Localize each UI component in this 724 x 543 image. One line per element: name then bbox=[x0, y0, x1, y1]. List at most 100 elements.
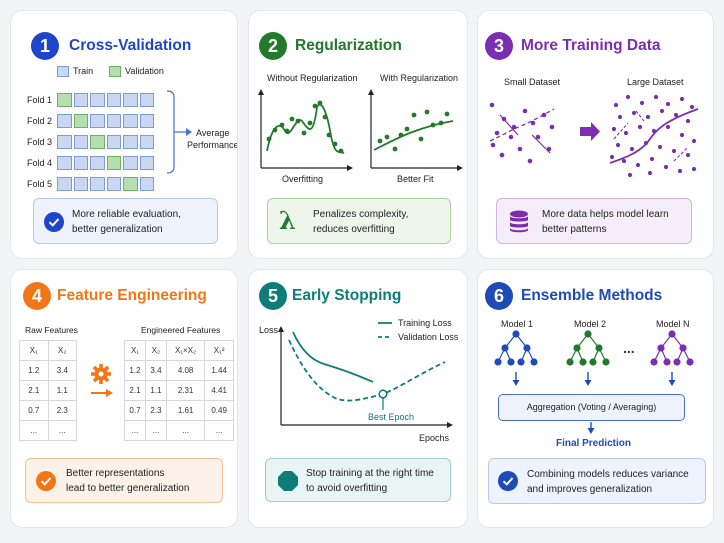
badge-4: 4 bbox=[23, 282, 51, 310]
note-line-1: More data helps model learn bbox=[542, 209, 669, 220]
table-cell: 4.08 bbox=[165, 360, 206, 381]
card-more-training-data: 3 More Training Data Small Dataset Large… bbox=[477, 10, 714, 259]
note-line-2: lead to better generalization bbox=[66, 483, 190, 494]
table-cell: ... bbox=[144, 420, 167, 441]
stop-octagon-icon bbox=[278, 471, 298, 491]
note-line-1: Penalizes complexity, bbox=[313, 209, 409, 220]
note-box: More reliable evaluation, better general… bbox=[33, 198, 218, 244]
validation-cell bbox=[73, 114, 88, 128]
tree-2 bbox=[566, 330, 610, 386]
table-row: 0.7 2.3 1.61 0.49 bbox=[124, 400, 234, 421]
card-title: Regularization bbox=[295, 37, 402, 54]
legend-train-label: Training Loss bbox=[398, 318, 452, 328]
note-line-2: reduces overfitting bbox=[313, 224, 395, 235]
table-cell: 4.41 bbox=[204, 380, 234, 401]
best-epoch-marker bbox=[378, 389, 388, 399]
dataset-scatter bbox=[489, 94, 699, 178]
output-label-1: Average bbox=[196, 128, 230, 138]
fold-label: Fold 3 bbox=[27, 137, 53, 147]
table-cell: ... bbox=[47, 420, 77, 441]
table-row: 2.1 1.1 bbox=[19, 380, 77, 401]
table-cell: 2.3 bbox=[47, 400, 77, 421]
train-cell bbox=[90, 156, 105, 170]
note-box: More data helps model learn better patte… bbox=[496, 198, 692, 244]
note-box: Stop training at the right time to avoid… bbox=[265, 458, 451, 502]
note-box: Combining models reduces variance and im… bbox=[488, 458, 706, 504]
train-cell bbox=[106, 177, 121, 191]
large-dataset-label: Large Dataset bbox=[627, 77, 684, 87]
validation-cell bbox=[123, 177, 138, 191]
check-circle-icon bbox=[498, 471, 518, 491]
table-cell: ... bbox=[124, 420, 146, 441]
training-loss-line bbox=[292, 331, 374, 383]
table-header-cell: X₂ bbox=[144, 340, 167, 361]
left-plot-caption: Overfitting bbox=[282, 174, 324, 184]
table-cell: 1.44 bbox=[204, 360, 234, 381]
train-cell bbox=[123, 135, 138, 149]
table-cell: 0.7 bbox=[19, 400, 49, 421]
train-cell bbox=[106, 114, 121, 128]
train-cell bbox=[90, 177, 105, 191]
train-cell bbox=[57, 135, 72, 149]
card-title: Feature Engineering bbox=[57, 287, 207, 304]
note-box: λ Penalizes complexity, reduces overfitt… bbox=[267, 198, 451, 244]
note-line-2: better generalization bbox=[72, 224, 163, 235]
fold-label: Fold 4 bbox=[27, 158, 53, 168]
table-cell: ... bbox=[204, 420, 234, 441]
train-cell bbox=[90, 93, 105, 107]
table-cell: 2.1 bbox=[19, 380, 49, 401]
card-title: Cross-Validation bbox=[69, 37, 192, 54]
card-early-stopping: 5 Early Stopping Loss Epochs Training Lo… bbox=[248, 269, 468, 528]
table-row: ...... bbox=[19, 420, 77, 441]
gear-arrow bbox=[91, 364, 113, 397]
note-line-1: Combining models reduces variance bbox=[527, 469, 689, 480]
table-header-cell: X₁² bbox=[204, 340, 234, 361]
validation-cell bbox=[57, 93, 72, 107]
note-line-1: More reliable evaluation, bbox=[72, 209, 181, 220]
left-plot-title: Without Regularization bbox=[267, 73, 358, 83]
lambda-icon: λ bbox=[279, 206, 296, 235]
badge-2: 2 bbox=[259, 32, 287, 60]
y-axis-label: Loss bbox=[259, 325, 279, 335]
train-cell bbox=[73, 177, 88, 191]
table-cell: 1.61 bbox=[165, 400, 206, 421]
table-cell: 3.4 bbox=[47, 360, 77, 381]
train-cell bbox=[90, 114, 105, 128]
table-cell: 2.1 bbox=[124, 380, 146, 401]
train-cell bbox=[57, 156, 72, 170]
check-circle-icon bbox=[44, 212, 64, 232]
table-cell: ... bbox=[19, 420, 49, 441]
badge-6: 6 bbox=[485, 282, 513, 310]
table-row: 2.1 1.1 2.31 4.41 bbox=[124, 380, 234, 401]
table-header-cell: X₁ bbox=[124, 340, 146, 361]
table-row: 1.2 3.4 4.08 1.44 bbox=[124, 360, 234, 381]
legend-train-swatch bbox=[57, 66, 69, 77]
badge-1: 1 bbox=[31, 32, 59, 60]
train-cell bbox=[139, 114, 154, 128]
table-header-cell: X₁×X₂ bbox=[165, 340, 206, 361]
gear-icon bbox=[91, 364, 111, 384]
card-title: More Training Data bbox=[521, 37, 661, 54]
x-axis-label: Epochs bbox=[419, 433, 450, 443]
output-label-2: Performance bbox=[187, 140, 238, 150]
ensemble-trees bbox=[494, 330, 694, 386]
train-cell bbox=[106, 93, 121, 107]
train-cell bbox=[139, 177, 154, 191]
fold-bracket-arrow bbox=[166, 90, 192, 174]
table-cell: ... bbox=[165, 420, 206, 441]
train-cell bbox=[57, 177, 72, 191]
right-plot-caption: Better Fit bbox=[397, 174, 434, 184]
card-regularization: 2 Regularization Without Regularization … bbox=[248, 10, 468, 259]
train-cell bbox=[73, 93, 88, 107]
train-cell bbox=[73, 156, 88, 170]
validation-loss-line bbox=[288, 339, 446, 402]
aggregation-label: Aggregation (Voting / Averaging) bbox=[526, 402, 657, 412]
table-header-cell: X₂ bbox=[47, 340, 77, 361]
tree-1 bbox=[494, 330, 538, 386]
train-cell bbox=[106, 135, 121, 149]
table-cell: 1.2 bbox=[19, 360, 49, 381]
legend-val-label: Validation Loss bbox=[398, 332, 459, 342]
legend-validation-swatch bbox=[109, 66, 121, 77]
note-line-2: better patterns bbox=[542, 224, 607, 235]
fold-label: Fold 5 bbox=[27, 179, 53, 189]
